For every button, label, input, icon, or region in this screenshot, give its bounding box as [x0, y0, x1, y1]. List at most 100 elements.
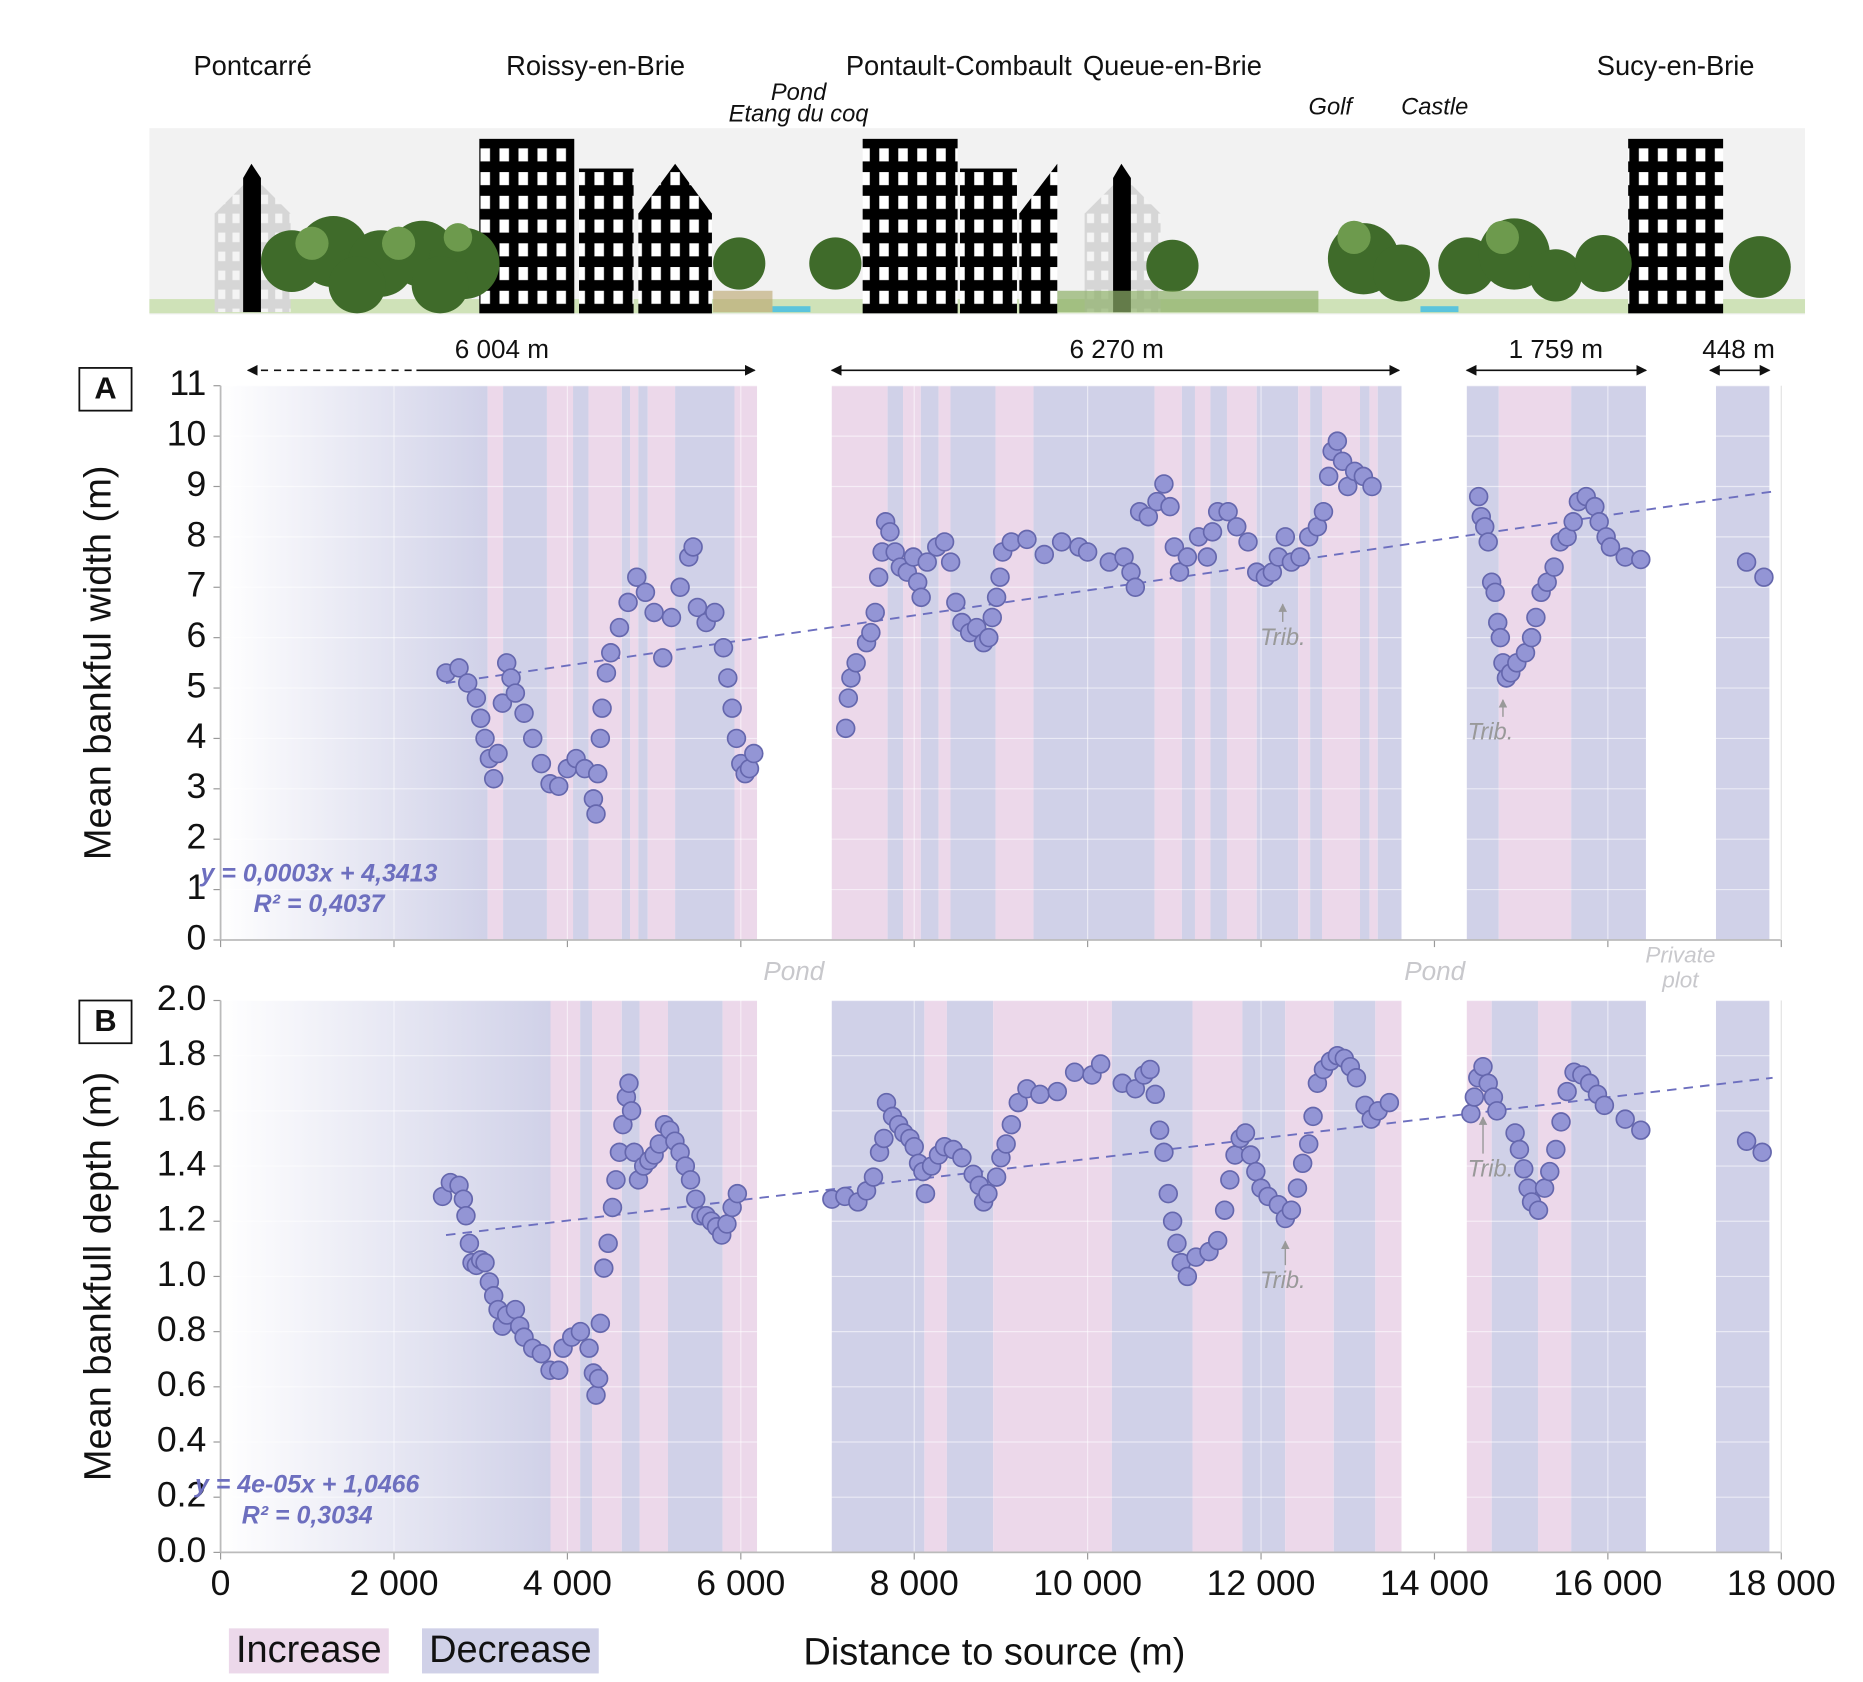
data-point — [1202, 522, 1223, 542]
data-point — [1240, 1145, 1261, 1165]
data-point — [717, 1214, 737, 1234]
data-point — [618, 592, 638, 613]
pond — [772, 306, 811, 313]
x-tick-label: 6 000 — [696, 1563, 785, 1603]
panel-box — [78, 999, 133, 1045]
data-point — [1281, 1200, 1302, 1220]
legend-label: Increase — [236, 1629, 382, 1671]
data-point — [1461, 1103, 1481, 1124]
data-point — [1164, 537, 1185, 557]
data-point — [644, 602, 664, 623]
data-point — [590, 728, 611, 749]
data-point — [453, 1189, 474, 1209]
gap-label: Pond — [1404, 956, 1466, 986]
data-point — [1521, 627, 1542, 648]
data-point — [483, 769, 504, 789]
data-point — [1125, 577, 1146, 598]
y-tick-label: 0.4 — [157, 1419, 206, 1459]
data-point — [986, 587, 1007, 608]
feature-label: Castle — [1401, 94, 1468, 120]
data-point — [1594, 1095, 1615, 1116]
data-point — [1090, 1054, 1111, 1074]
data-point — [609, 617, 630, 638]
data-point — [1544, 557, 1564, 577]
distance-label: 6 004 m — [455, 334, 549, 364]
data-point — [457, 673, 478, 693]
data-point — [868, 567, 889, 587]
data-point — [979, 627, 999, 648]
data-point — [1615, 1109, 1635, 1129]
data-point — [982, 607, 1002, 628]
y-tick-label: 1.6 — [157, 1088, 206, 1128]
data-point — [1162, 1211, 1183, 1231]
data-point — [1557, 1081, 1577, 1102]
data-point — [586, 1385, 606, 1405]
band — [1571, 385, 1646, 940]
data-point — [996, 1134, 1016, 1154]
data-point — [1177, 1266, 1198, 1287]
data-point — [1064, 1062, 1085, 1082]
annotation: Trib. — [1468, 1156, 1514, 1182]
data-point — [1346, 1068, 1367, 1088]
y-tick-label: 1.2 — [157, 1199, 206, 1239]
y-tick-label: 7 — [187, 565, 207, 605]
data-point — [1534, 1178, 1555, 1198]
band — [1310, 385, 1322, 940]
data-point — [588, 763, 608, 784]
data-point — [705, 602, 725, 623]
data-point — [1235, 1123, 1256, 1143]
data-point — [1736, 552, 1757, 572]
building — [579, 168, 634, 314]
data-point — [1197, 547, 1218, 567]
x-tick-label: 14 000 — [1380, 1563, 1489, 1603]
data-point — [570, 1321, 591, 1342]
band — [950, 385, 996, 940]
data-point — [1528, 1200, 1549, 1220]
place-label: Pontcarré — [193, 50, 311, 81]
y-tick-label: 1.0 — [157, 1254, 206, 1294]
data-point — [1327, 431, 1348, 451]
y-tick-label: 9 — [187, 464, 207, 504]
feature-label: Etang du coq — [729, 101, 870, 127]
building — [862, 138, 958, 314]
y-axis-label: Mean bankful width (m) — [78, 466, 120, 861]
place-label: Sucy-en-Brie — [1597, 50, 1755, 81]
feature-label: Pond — [771, 80, 827, 106]
reeds — [713, 290, 773, 313]
data-point — [744, 743, 764, 764]
panel-box — [78, 367, 133, 412]
data-point — [1008, 1092, 1029, 1113]
data-point — [592, 698, 612, 718]
data-point — [680, 1170, 701, 1190]
data-point — [588, 1368, 609, 1389]
data-point — [621, 1101, 642, 1121]
data-point — [986, 1167, 1007, 1187]
data-point — [653, 648, 673, 668]
data-point — [1546, 1139, 1566, 1160]
band — [487, 385, 504, 940]
data-point — [670, 577, 690, 598]
y-tick-label: 1 — [187, 867, 207, 907]
tower — [243, 163, 261, 313]
data-point — [1246, 1161, 1266, 1182]
data-point — [1631, 549, 1651, 570]
data-point — [1138, 506, 1159, 527]
data-point — [459, 1233, 480, 1254]
data-point — [1754, 567, 1774, 587]
data-point — [514, 703, 534, 723]
data-point — [940, 552, 961, 572]
data-point — [1752, 1142, 1772, 1163]
gap-label: Private — [1645, 943, 1715, 968]
data-point — [946, 592, 966, 613]
band — [938, 385, 951, 940]
y-tick-label: 11 — [169, 363, 206, 403]
feature-label: Golf — [1309, 94, 1355, 120]
x-tick-label: 2 000 — [349, 1563, 438, 1603]
band — [1194, 385, 1211, 940]
data-point — [601, 643, 621, 663]
data-point — [1485, 582, 1505, 603]
data-point — [1030, 1084, 1050, 1105]
x-tick-label: 10 000 — [1033, 1563, 1142, 1603]
data-point — [488, 743, 508, 764]
